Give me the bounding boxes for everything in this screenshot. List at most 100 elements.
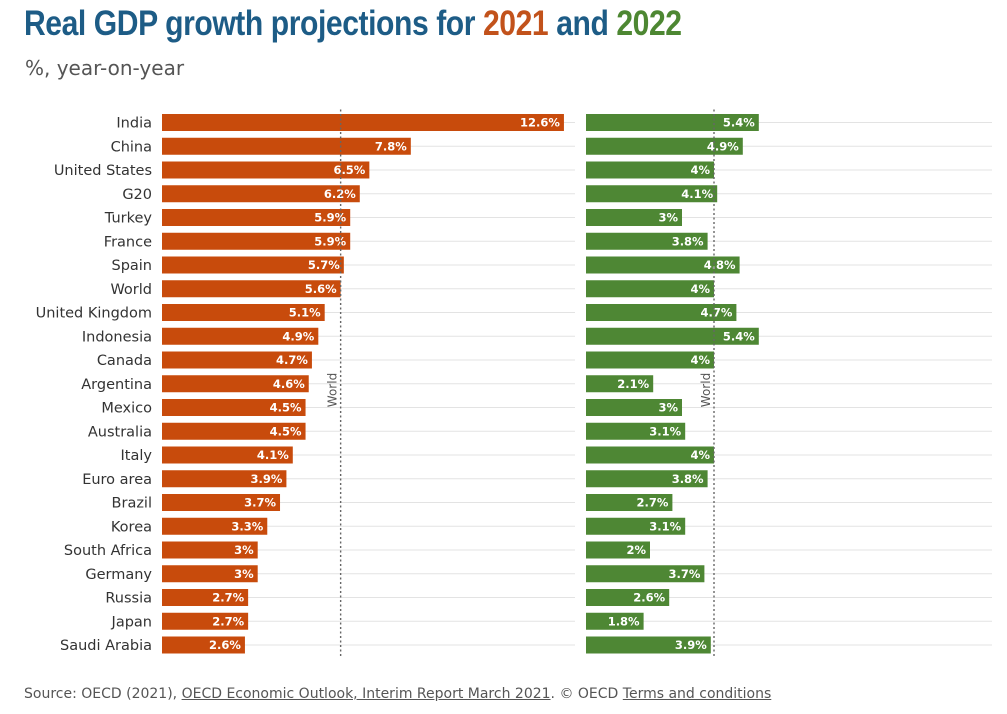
category-label: Turkey [104, 211, 153, 227]
value-label-2022: 2.7% [636, 496, 668, 510]
value-label-2022: 4.9% [707, 139, 739, 153]
category-label: Euro area [82, 472, 152, 488]
category-label: Germany [85, 567, 152, 583]
bar-2022 [586, 161, 714, 179]
bar-chart: India China United States G20 Turkey France Sp… [36, 109, 992, 658]
bar-2022 [586, 137, 743, 155]
value-label-2021: 5.7% [308, 258, 340, 272]
bar-2021 [162, 565, 258, 583]
category-labels: India China United States G20 Turkey France Sp… [36, 116, 153, 655]
bar-2021 [162, 470, 287, 488]
bar-2021 [162, 209, 351, 226]
value-label-2022: 3.7% [668, 567, 700, 581]
value-label-2021: 3.9% [251, 472, 283, 486]
category-label: France [104, 234, 152, 250]
copyright-text: . © OECD [550, 686, 619, 702]
value-label-2021: 3.3% [231, 519, 263, 533]
bar-2021 [162, 375, 309, 393]
bar-2022 [586, 422, 686, 440]
bar-2021 [162, 636, 245, 654]
bar-2022 [586, 494, 673, 511]
value-label-2021: 5.6% [305, 282, 337, 296]
value-label-2022: 3.8% [672, 234, 704, 248]
bar-2022 [586, 185, 718, 203]
category-label: Russia [105, 591, 152, 607]
source-note: Source: OECD (2021), OECD Economic Outlo… [24, 686, 771, 702]
bar-2022 [586, 375, 654, 393]
bar-2021 [162, 185, 360, 203]
title-year-2022: 2022 [616, 4, 682, 43]
category-label: Australia [88, 424, 152, 440]
bar-2022 [586, 470, 708, 488]
category-label: Spain [111, 258, 152, 274]
panel-2022: 5.4%4.9%4%4.1%3%3.8%4.8%4%4.7%5.4%4%2.1%… [586, 109, 759, 658]
value-label-2021: 12.6% [520, 116, 560, 130]
value-label-2022: 3.1% [649, 519, 681, 533]
value-label-2022: 3.8% [672, 472, 704, 486]
value-label-2022: 2% [626, 543, 646, 557]
value-label-2021: 4.1% [257, 448, 289, 462]
value-label-2021: 4.6% [273, 377, 305, 391]
value-label-2022: 4% [690, 448, 710, 462]
value-label-2022: 1.8% [608, 614, 640, 628]
value-label-2022: 4% [690, 282, 710, 296]
bar-2021 [162, 612, 249, 630]
bar-2022 [586, 232, 708, 250]
reference-label-2021: World [326, 373, 340, 407]
chart-title: Real GDP growth projections for 2021 and… [24, 4, 682, 44]
bar-2021 [162, 589, 249, 606]
category-label: Brazil [112, 496, 152, 512]
terms-link[interactable]: Terms and conditions [622, 686, 772, 702]
bar-2022 [586, 304, 737, 321]
bar-2022 [586, 114, 759, 131]
bar-2022 [586, 589, 670, 606]
bar-2021 [162, 541, 258, 559]
bar-2021 [162, 399, 306, 416]
value-label-2021: 4.9% [282, 329, 314, 343]
value-label-2021: 2.6% [209, 638, 241, 652]
source-prefix: Source: OECD (2021), [24, 686, 178, 702]
value-label-2022: 4.7% [700, 306, 732, 320]
bar-2022 [586, 351, 714, 369]
value-label-2022: 2.6% [633, 591, 665, 605]
value-label-2021: 7.8% [375, 139, 407, 153]
bar-2021 [162, 446, 293, 464]
category-label: Italy [121, 448, 153, 464]
value-label-2022: 3.1% [649, 424, 681, 438]
value-label-2022: 4.8% [704, 258, 736, 272]
bar-2021 [162, 137, 411, 155]
category-label: Japan [111, 614, 152, 630]
bar-2021 [162, 280, 341, 298]
bar-2022 [586, 541, 650, 559]
bar-2021 [162, 422, 306, 440]
value-label-2021: 6.2% [324, 187, 356, 201]
category-label: World [110, 282, 152, 298]
category-label: United Kingdom [36, 306, 152, 322]
panel-2021: 12.6% 7.8% 6.5% 6.2% 5.9% 5.9% 5.7% 5.6% 5.1% 4.9… [162, 109, 564, 658]
bar-2022 [586, 636, 711, 654]
bar-2021 [162, 114, 564, 131]
bar-2021 [162, 161, 370, 179]
title-prefix: Real GDP growth projections for [24, 4, 476, 43]
category-label: China [111, 139, 152, 155]
value-label-2021: 5.9% [314, 211, 346, 225]
bar-2022 [586, 327, 759, 345]
report-link[interactable]: OECD Economic Outlook, Interim Report Ma… [181, 686, 551, 702]
value-label-2021: 3.7% [244, 496, 276, 510]
value-label-2022: 4% [690, 353, 710, 367]
category-label: United States [54, 163, 152, 179]
bar-2021 [162, 232, 351, 250]
value-label-2022: 4% [690, 163, 710, 177]
value-label-2021: 3% [234, 543, 254, 557]
category-label: Mexico [101, 401, 152, 417]
value-label-2021: 2.7% [212, 614, 244, 628]
value-label-2022: 3% [658, 211, 678, 225]
category-label: Korea [111, 519, 152, 535]
bar-2022 [586, 209, 682, 226]
category-label: Canada [97, 353, 152, 369]
value-label-2022: 5.4% [723, 329, 755, 343]
value-label-2021: 5.9% [314, 234, 346, 248]
title-joiner: and [556, 4, 609, 43]
value-label-2021: 4.7% [276, 353, 308, 367]
chart-subtitle: %, year-on-year [25, 56, 185, 80]
